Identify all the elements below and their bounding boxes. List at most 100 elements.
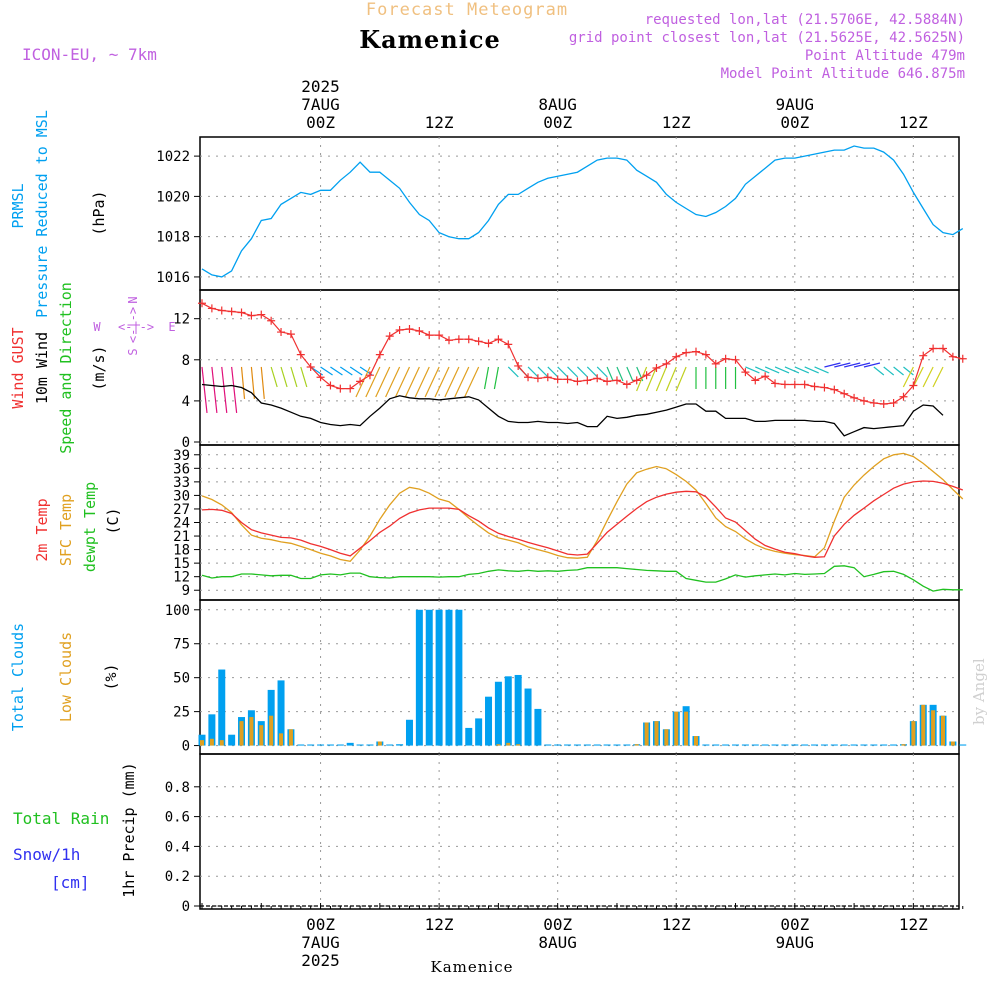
low-clouds-bar xyxy=(496,744,501,746)
wind-gust-marker xyxy=(533,374,542,383)
total-clouds-bar xyxy=(840,744,848,746)
dewpt-line xyxy=(201,565,963,592)
wind-barb xyxy=(464,366,480,398)
wind-gust-marker xyxy=(247,311,256,320)
low-clouds-bar xyxy=(506,742,511,746)
wind-barb xyxy=(339,366,353,376)
time-label-bottom: 12Z xyxy=(899,915,928,934)
ytick-label-pressure: 1022 xyxy=(156,149,190,165)
wind-gust-marker xyxy=(296,350,305,359)
wind-gust-marker xyxy=(603,377,612,386)
wind-gust-marker xyxy=(939,344,947,353)
time-label-bottom: 00Z xyxy=(543,915,572,934)
total-clouds-bar xyxy=(573,744,581,746)
total-clouds-bar xyxy=(544,744,552,746)
wind-gust-marker xyxy=(395,325,404,334)
pressure-label: PRMSL xyxy=(9,183,27,228)
ytick-label-clouds: 0 xyxy=(182,739,190,755)
low-clouds-bar xyxy=(259,725,264,746)
wind-barb xyxy=(586,366,598,378)
wind-barb xyxy=(365,366,381,398)
wind-gust-marker xyxy=(612,376,621,385)
ytick-label-precip: 0.8 xyxy=(165,780,190,796)
wind-barb xyxy=(444,366,460,398)
low-clouds-bar xyxy=(654,721,659,746)
t2m-label: 2m Temp xyxy=(33,498,51,561)
total-clouds-bar xyxy=(435,609,443,746)
ytick-label-temp: 39 xyxy=(173,448,190,464)
wind-gust-marker xyxy=(365,371,374,380)
pressure-unit: (hPa) xyxy=(90,190,108,235)
low-clouds-bar xyxy=(516,744,521,746)
wind-barb xyxy=(745,366,760,374)
total-clouds-bar xyxy=(761,744,769,746)
wind-barb xyxy=(883,366,895,376)
model-label: ICON-EU, ~ 7km xyxy=(22,45,157,64)
ytick-label-temp: 36 xyxy=(173,461,190,477)
total-clouds-bar xyxy=(850,744,858,746)
total-clouds-bar xyxy=(534,708,542,746)
wind-barb xyxy=(290,366,298,388)
wind-barb xyxy=(527,366,539,378)
low-clouds-bar xyxy=(249,717,254,746)
low-clouds-bar xyxy=(377,741,382,746)
wind-gust-marker xyxy=(524,373,533,382)
total-clouds-bar xyxy=(494,681,502,746)
wind-barb xyxy=(355,366,371,398)
wind-gust-marker xyxy=(741,368,750,377)
total-clouds-bar xyxy=(593,744,601,746)
gridpoint-coords: grid point closest lon,lat (21.5625E, 42… xyxy=(569,30,965,46)
wind-gust-marker xyxy=(267,316,276,325)
wind-barb xyxy=(922,366,934,388)
wind-gust-marker xyxy=(830,385,839,394)
wind-barb xyxy=(844,362,861,368)
wind-gust-marker xyxy=(948,352,957,361)
time-label-top: 00Z xyxy=(306,113,335,132)
wind-gust-marker xyxy=(850,393,859,402)
axes-labels: 1016101810201022048129121518212427303336… xyxy=(9,77,928,970)
low-clouds-bar xyxy=(288,729,293,746)
wind-gust-marker xyxy=(622,380,631,389)
low-clouds-bar xyxy=(644,722,649,746)
ytick-label-temp: 12 xyxy=(173,570,190,586)
ytick-label-temp: 27 xyxy=(173,502,190,518)
wind-gust-marker xyxy=(840,389,849,398)
total-clouds-bar xyxy=(613,744,621,746)
wind-gust-marker xyxy=(790,380,799,389)
wind-barb xyxy=(211,366,218,414)
wind-barb xyxy=(903,366,914,376)
time-label-top: 8AUG xyxy=(538,95,577,114)
low-clouds-bar xyxy=(664,729,669,746)
wind-barb xyxy=(537,366,549,378)
pressure-line xyxy=(201,145,964,278)
wind-gust-marker xyxy=(336,384,345,393)
low-clouds-bar xyxy=(674,711,679,746)
wind-barb xyxy=(349,366,363,376)
wind-gust-marker xyxy=(237,308,246,317)
wind-dir-label: Speed and Direction xyxy=(57,282,75,454)
total-clouds-bar xyxy=(514,674,522,746)
wind-barb xyxy=(616,366,624,382)
wind-barb xyxy=(280,366,288,388)
wind-gust-marker xyxy=(672,352,681,361)
total-clouds-bar xyxy=(346,742,354,746)
wind-gust-marker xyxy=(632,376,641,385)
wind-gust-marker xyxy=(435,331,444,340)
gust-label: Wind GUST xyxy=(9,327,27,408)
low-clouds-bar xyxy=(239,721,244,746)
wind-gust-marker xyxy=(573,377,582,386)
total-clouds-bar xyxy=(277,680,285,746)
total-clouds-bar xyxy=(781,744,789,746)
wind-barb xyxy=(330,366,343,376)
ytick-label-pressure: 1016 xyxy=(156,270,190,286)
wind-gust-marker xyxy=(257,310,266,319)
plot-area xyxy=(194,136,967,910)
wind-barb xyxy=(626,366,634,382)
low-clouds-bar xyxy=(209,738,214,746)
wind-gust-marker xyxy=(454,335,463,344)
wind-barb xyxy=(863,362,881,368)
wind-gust-marker xyxy=(889,398,898,407)
wind-barb xyxy=(596,366,608,378)
wind-gust-line xyxy=(201,302,963,405)
wind-barb xyxy=(260,366,265,400)
